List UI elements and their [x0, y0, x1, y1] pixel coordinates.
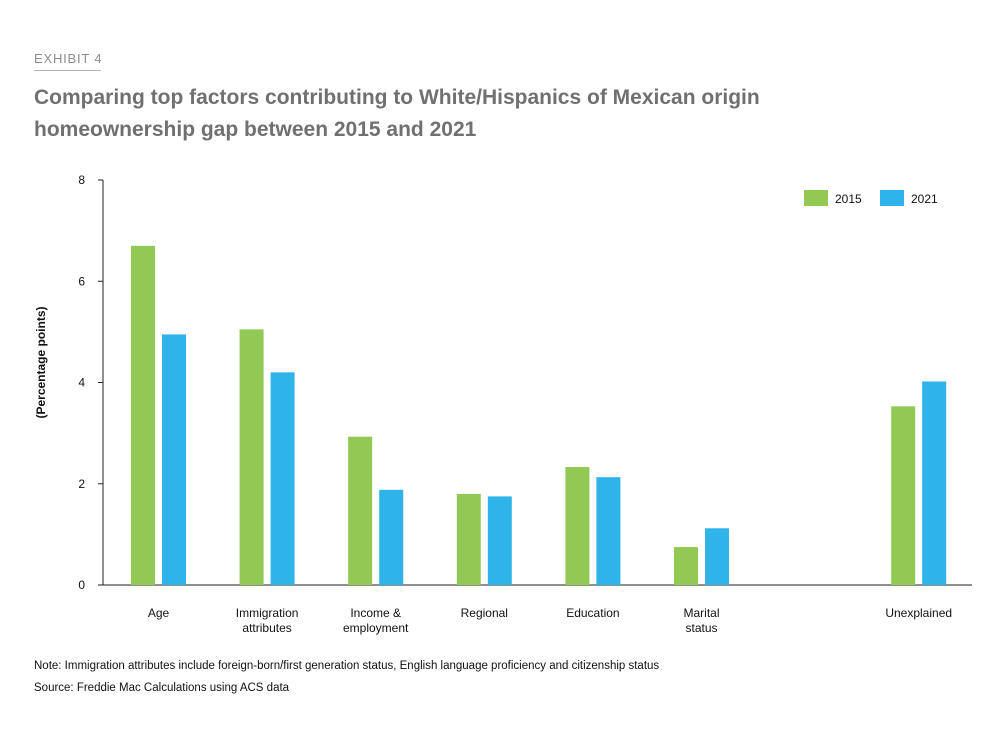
bar-marks: [131, 245, 947, 585]
bar-2015-5: [674, 547, 698, 585]
x-category-label: Immigration: [236, 606, 299, 620]
bar-chart: 0 2 4 6 8 (Percentage points) Age Immigrationa…: [34, 173, 972, 635]
bar-2015-7: [891, 406, 916, 585]
legend-swatch-2015: [804, 190, 828, 206]
x-category-label: Regional: [461, 606, 508, 620]
legend: 2015 2021: [804, 190, 938, 206]
bar-2015-4: [565, 467, 590, 585]
footnote: Note: Immigration attributes include for…: [34, 660, 660, 672]
x-category-label: status: [685, 621, 717, 635]
x-category-label: Unexplained: [885, 606, 952, 620]
x-category-label: Income &: [350, 606, 401, 620]
bar-2021-7: [922, 381, 947, 585]
exhibit-label: EXHIBIT 4: [34, 51, 103, 66]
y-tick-label: 8: [78, 173, 85, 187]
bar-2021-5: [705, 528, 729, 585]
bar-2015-1: [239, 329, 264, 585]
legend-swatch-2021: [880, 190, 904, 206]
source-note: Source: Freddie Mac Calculations using A…: [34, 682, 290, 694]
bar-2021-0: [162, 334, 186, 585]
bar-2021-4: [596, 477, 621, 585]
x-category-label: Marital: [683, 606, 719, 620]
bar-2021-1: [270, 372, 295, 585]
x-category-label: employment: [343, 621, 409, 635]
y-tick-label: 4: [78, 376, 85, 390]
legend-label: 2015: [835, 192, 862, 206]
x-category-label: attributes: [242, 621, 291, 635]
bar-2015-3: [456, 493, 481, 585]
y-tick-label: 6: [78, 274, 85, 288]
bar-2021-2: [379, 489, 404, 585]
exhibit-underline: [34, 70, 101, 71]
x-category-label: Education: [566, 606, 619, 620]
legend-label: 2021: [911, 192, 938, 206]
bar-2015-0: [131, 245, 155, 585]
y-tick-label: 0: [78, 578, 85, 592]
bar-2015-2: [348, 436, 373, 585]
y-tick-label: 2: [78, 477, 85, 491]
y-axis-title: (Percentage points): [34, 306, 48, 418]
bar-2021-3: [487, 496, 512, 585]
x-category-label: Age: [148, 606, 170, 620]
chart-title: Comparing top factors contributing to Wh…: [34, 86, 760, 141]
